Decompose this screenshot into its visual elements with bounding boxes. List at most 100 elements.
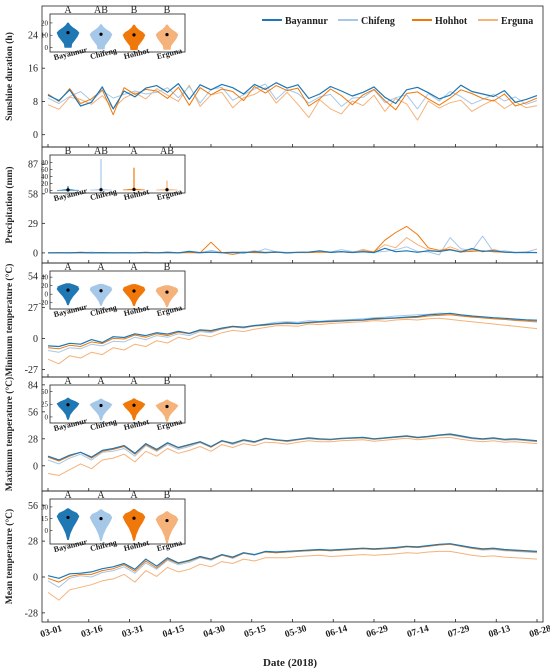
series-line-hohhot (47, 85, 538, 116)
inset-y-tick-label: -20 (39, 299, 49, 307)
inset-y-tick-label: 0 (45, 291, 49, 299)
series-line-erguna (47, 550, 538, 601)
series-line-erguna (47, 84, 538, 121)
x-tick-label: 07-29 (447, 624, 471, 640)
y-tick-label: 0 (33, 573, 38, 584)
significance-letter: A (64, 490, 72, 501)
x-axis-label: Date (2018) (263, 657, 317, 669)
violin-erguna (155, 399, 179, 422)
y-tick-label: 56 (28, 407, 38, 418)
y-tick-label: 8 (33, 97, 38, 108)
inset-y-tick-label: 20 (41, 180, 49, 188)
violin-mean-hohhot (132, 33, 136, 37)
x-tick-label: 03-31 (121, 624, 145, 640)
violin-mean-hohhot (132, 289, 136, 293)
panel-sunshine: 0 8 16 24 Sunshine duration (h) 0 10 20 A Bayannu… (4, 5, 544, 148)
significance-letter: AB (160, 146, 174, 157)
y-axis-label: Sunshine duration (h) (4, 32, 15, 121)
inset-violin-precip: 020406080BBayannurABChifengAHohhotABErgu… (41, 146, 186, 203)
violin-erguna (155, 511, 179, 544)
y-tick-label: 16 (28, 64, 38, 75)
panels-group: 0 8 16 24 Sunshine duration (h) 0 10 20 A Bayannu… (4, 5, 550, 640)
x-tick-label: 05-15 (243, 624, 267, 640)
significance-letter: B (164, 490, 171, 501)
significance-letter: B (164, 5, 171, 16)
significance-letter: AB (94, 146, 108, 157)
inset-y-tick-label: 40 (41, 173, 49, 181)
y-tick-label: 0 (33, 248, 38, 259)
significance-letter: A (97, 376, 105, 387)
y-axis-label: Maximum temperature (°C) (4, 377, 15, 491)
significance-letter: A (64, 376, 72, 387)
violin-mean-erguna (165, 33, 169, 37)
inset-y-tick-label: 10 (41, 32, 49, 40)
violin-mean-bayannur (66, 288, 70, 292)
series-line-bayannur (47, 433, 538, 461)
inset-frame (49, 154, 186, 194)
inset-y-tick-label: 0 (45, 187, 49, 195)
significance-letter: B (131, 5, 138, 16)
x-tick-label: 05-30 (284, 624, 308, 640)
y-tick-label: 54 (28, 272, 38, 283)
inset-y-tick-label: 40 (41, 274, 49, 282)
violin-mean-chifeng (99, 403, 103, 408)
y-tick-label: 56 (28, 501, 38, 512)
violin-bayannur (56, 283, 80, 306)
y-tick-label: 29 (28, 219, 38, 230)
significance-letter: A (64, 5, 72, 16)
violin-bayannur (56, 508, 80, 540)
inset-y-tick-label: 25 (41, 401, 49, 409)
series-line-chifeng (47, 312, 538, 353)
series-line-bayannur (47, 312, 538, 348)
inset-y-tick-label: 0 (45, 527, 49, 535)
violin-mean-erguna (165, 518, 169, 523)
inset-y-tick-label: 20 (41, 282, 49, 290)
legend-label-bayannur: Bayannur (285, 16, 328, 27)
significance-letter: A (130, 490, 138, 501)
y-tick-label: 27 (28, 303, 38, 314)
significance-letter: A (130, 146, 138, 157)
violin-chifeng (89, 283, 113, 306)
significance-letter: A (97, 262, 105, 273)
y-tick-label: -27 (25, 365, 38, 376)
legend: Bayannur Chifeng Hohhot Erguna (262, 16, 533, 27)
series-line-hohhot (47, 543, 538, 583)
significance-letter: A (130, 376, 138, 387)
violin-erguna (155, 285, 179, 308)
inset-y-tick-label: 20 (41, 19, 49, 27)
y-tick-label: 0 (33, 130, 38, 141)
significance-letter: B (65, 146, 72, 157)
y-tick-label: 84 (28, 380, 38, 391)
violin-mean-chifeng (99, 188, 103, 192)
series-line-bayannur (47, 247, 538, 254)
violin-mean-hohhot (132, 516, 136, 520)
violin-mean-erguna (165, 290, 169, 294)
series-line-erguna (47, 436, 538, 476)
legend-label-erguna: Erguna (501, 16, 533, 27)
x-tick-label: 03-01 (39, 624, 63, 640)
violin-hohhot (122, 398, 146, 421)
violin-mean-chifeng (99, 32, 103, 36)
x-tick-label: 03-16 (80, 624, 104, 640)
x-tick-label: 06-14 (325, 624, 349, 640)
significance-letter: B (164, 262, 171, 273)
violin-mean-erguna (165, 188, 169, 192)
violin-mean-erguna (165, 404, 169, 409)
series-line-hohhot (47, 434, 538, 462)
violin-hohhot (122, 24, 146, 51)
violin-mean-hohhot (132, 187, 136, 192)
violin-bayannur (56, 22, 80, 48)
y-tick-label: 58 (28, 189, 38, 200)
x-tick-label: 07-14 (406, 624, 430, 640)
violin-bayannur (56, 397, 80, 420)
y-tick-label: 0 (33, 461, 38, 472)
x-tick-label: 06-29 (365, 624, 389, 640)
series-line-bayannur (47, 82, 538, 110)
inset-y-tick-label: 0 (45, 44, 49, 52)
